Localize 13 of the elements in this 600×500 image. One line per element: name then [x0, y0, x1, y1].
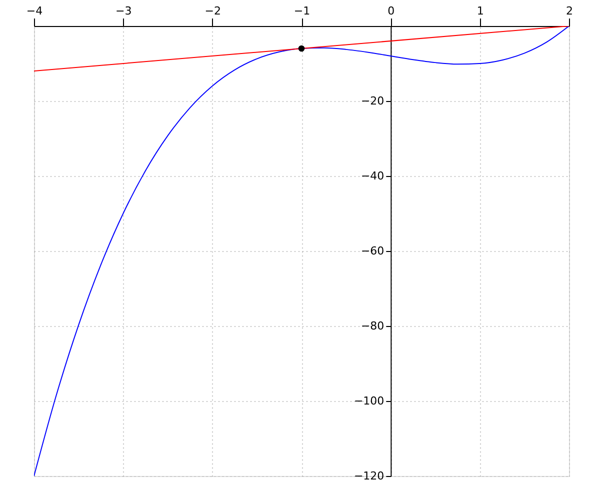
- y-tick-label: −20: [360, 94, 384, 108]
- x-tick-label: −1: [294, 4, 310, 18]
- x-tick-label: −2: [204, 4, 221, 18]
- x-tick-label: 1: [476, 4, 484, 18]
- y-tick-label: −60: [360, 244, 384, 258]
- y-tick-label: −80: [360, 320, 384, 332]
- x-tick-label: −3: [116, 4, 132, 18]
- y-tick-label: −120: [354, 470, 384, 482]
- x-tick-label: −4: [26, 4, 43, 18]
- x-tick-label: 2: [566, 4, 573, 18]
- y-tick-label: −100: [354, 394, 384, 408]
- y-tick-label: −40: [360, 170, 384, 182]
- x-tick-label: 0: [388, 4, 395, 18]
